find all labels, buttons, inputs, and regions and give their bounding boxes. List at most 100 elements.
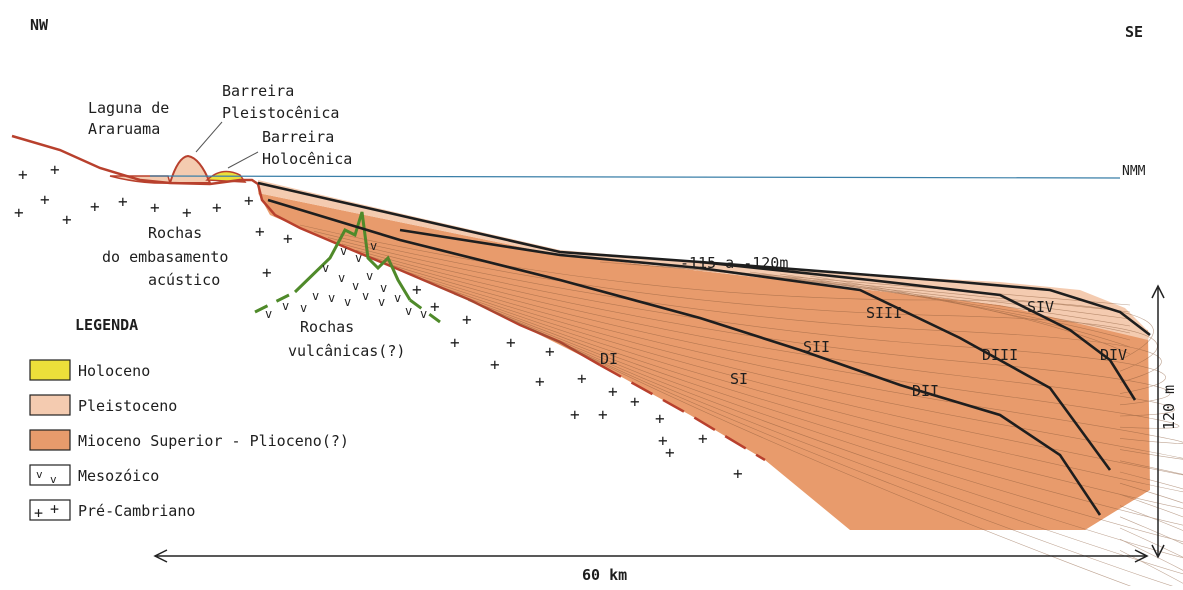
- precambrian-plus-mark: +: [665, 443, 675, 462]
- reflector-line: [749, 271, 1131, 341]
- vertical-scale-arrow-top: [1151, 284, 1165, 299]
- sequence-label-siii: SIII: [866, 304, 902, 322]
- reflector-line: [537, 331, 1183, 590]
- precambrian-plus-mark: +: [182, 203, 192, 222]
- horizontal-scale-arrow-right: [1134, 549, 1149, 563]
- reflector-line: [327, 237, 1162, 383]
- legend-label-mioceno: Mioceno Superior - Plioceno(?): [78, 432, 349, 450]
- reflector-line: [439, 287, 1183, 493]
- legend-swatch-mioceno: [29, 429, 71, 451]
- mesozoic-v-mark: v: [282, 299, 289, 313]
- precambrian-plus-mark: +: [212, 198, 222, 217]
- precambrian-plus-mark: +: [733, 464, 743, 483]
- horizontal-scale: 60 km: [153, 549, 1149, 584]
- precambrian-plus-mark: +: [40, 190, 50, 209]
- mesozoic-v-mark: v: [328, 291, 335, 305]
- mesozoic-v-mark: v: [366, 269, 373, 283]
- depth-marker-label: -115 a -120m: [680, 254, 788, 272]
- orientation-nw-label: NW: [30, 16, 49, 34]
- precambrian-plus-mark: +: [255, 222, 265, 241]
- mesozoic-v-mark: v: [340, 244, 347, 258]
- mesozoic-v-mark: v: [344, 295, 351, 309]
- basement-dashed: [599, 363, 766, 462]
- volcanic-dash-left: [254, 290, 296, 314]
- precambrian-plus-mark: +: [18, 165, 28, 184]
- precambrian-plus-mark: +: [450, 333, 460, 352]
- legend-label-precambriano: Pré-Cambriano: [78, 502, 195, 520]
- precambrian-plus-mark: +: [598, 405, 608, 424]
- orientation-se-label: SE: [1125, 23, 1143, 41]
- legend-label-holoceno: Holoceno: [78, 362, 150, 380]
- reflector-line: [397, 268, 1183, 444]
- legend-label-pleistoceno: Pleistoceno: [78, 397, 177, 415]
- precambrian-plus-mark: +: [14, 203, 24, 222]
- reflector-line: [719, 269, 1131, 334]
- precambrian-marks: + +++++ + + + + ++ ++++++++ ++ ++++ + ++ +++: [14, 160, 743, 483]
- mesozoic-v-mark: v: [420, 307, 427, 321]
- sequence-label-si: SI: [730, 370, 748, 388]
- precambrian-plus-mark: +: [577, 369, 587, 388]
- mesozoic-v-mark: v: [355, 251, 362, 265]
- reflector-line: [383, 262, 1180, 429]
- horizon-lines: [257, 181, 1151, 516]
- legend-swatch-holoceno: [29, 359, 71, 381]
- precambrian-plus-mark: +: [430, 297, 440, 316]
- vulcanicas-label-1: Rochas: [300, 318, 354, 336]
- horizontal-scale-arrow-left: [153, 549, 168, 563]
- vertical-scale-label: 120 m: [1160, 385, 1178, 430]
- precambrian-plus-mark: +: [658, 431, 668, 450]
- precambrian-plus-mark: +: [150, 198, 160, 217]
- reflector-line: [355, 249, 1171, 406]
- barreira-pleist-arrow: [195, 121, 223, 153]
- reflector-line: [509, 319, 1183, 575]
- horizontal-scale-label: 60 km: [582, 566, 627, 584]
- reflector-line: [341, 243, 1166, 394]
- volcanic-body: [293, 211, 412, 301]
- legend-swatch-pleistoceno: [29, 394, 71, 416]
- mesozoic-v-mark: v: [380, 281, 387, 295]
- volcanic-dash-right: [409, 298, 441, 324]
- horizon-dii: [267, 198, 1102, 516]
- legend-plus-mark-1: +: [34, 504, 43, 522]
- precambrian-plus-mark: +: [262, 263, 272, 282]
- legend-title: LEGENDA: [75, 316, 138, 334]
- mesozoic-v-mark: v: [265, 307, 272, 321]
- reflector-line: [481, 306, 1183, 542]
- embasamento-label-1: Rochas: [148, 224, 202, 242]
- barreira-pleist-label-2: Pleistocênica: [222, 104, 339, 122]
- reflector-line: [495, 312, 1183, 559]
- vulcanicas-label-2: vulcânicas(?): [288, 342, 405, 360]
- precambrian-plus-mark: +: [545, 342, 555, 361]
- mesozoic-v-mark: v: [362, 289, 369, 303]
- precambrian-plus-mark: +: [490, 355, 500, 374]
- precambrian-plus-mark: +: [570, 405, 580, 424]
- reflector-line: [425, 281, 1183, 476]
- legend-label-mesozoico: Mesozóico: [78, 467, 159, 485]
- sea-level-label: NMM: [1122, 164, 1146, 179]
- mesozoic-v-mark: v: [300, 301, 307, 315]
- precambrian-plus-mark: +: [608, 382, 618, 401]
- reflector-line: [809, 275, 1131, 355]
- sequence-label-diii: DIII: [982, 346, 1018, 364]
- embasamento-label-3: acústico: [148, 271, 220, 289]
- legend-v-mark-2: v: [50, 473, 57, 486]
- sequence-label-di: DI: [600, 350, 618, 368]
- precambrian-plus-mark: +: [62, 210, 72, 229]
- precambrian-plus-mark: +: [283, 229, 293, 248]
- mesozoic-v-mark: v: [378, 295, 385, 309]
- sequence-label-siv: SIV: [1027, 298, 1054, 316]
- reflector-line: [411, 275, 1183, 460]
- precambrian-plus-mark: +: [244, 191, 254, 210]
- barreira-pleist-label-1: Barreira: [222, 82, 294, 100]
- horizon-top: [257, 181, 871, 277]
- sea-level-line: [149, 175, 1121, 179]
- reflector-line: [523, 325, 1183, 590]
- precambrian-plus-mark: +: [698, 429, 708, 448]
- mesozoic-v-mark: v: [405, 304, 412, 318]
- mesozoic-v-mark: v: [352, 279, 359, 293]
- reflector-line: [369, 256, 1175, 417]
- precambrian-plus-mark: +: [118, 192, 128, 211]
- mesozoic-v-mark: v: [394, 291, 401, 305]
